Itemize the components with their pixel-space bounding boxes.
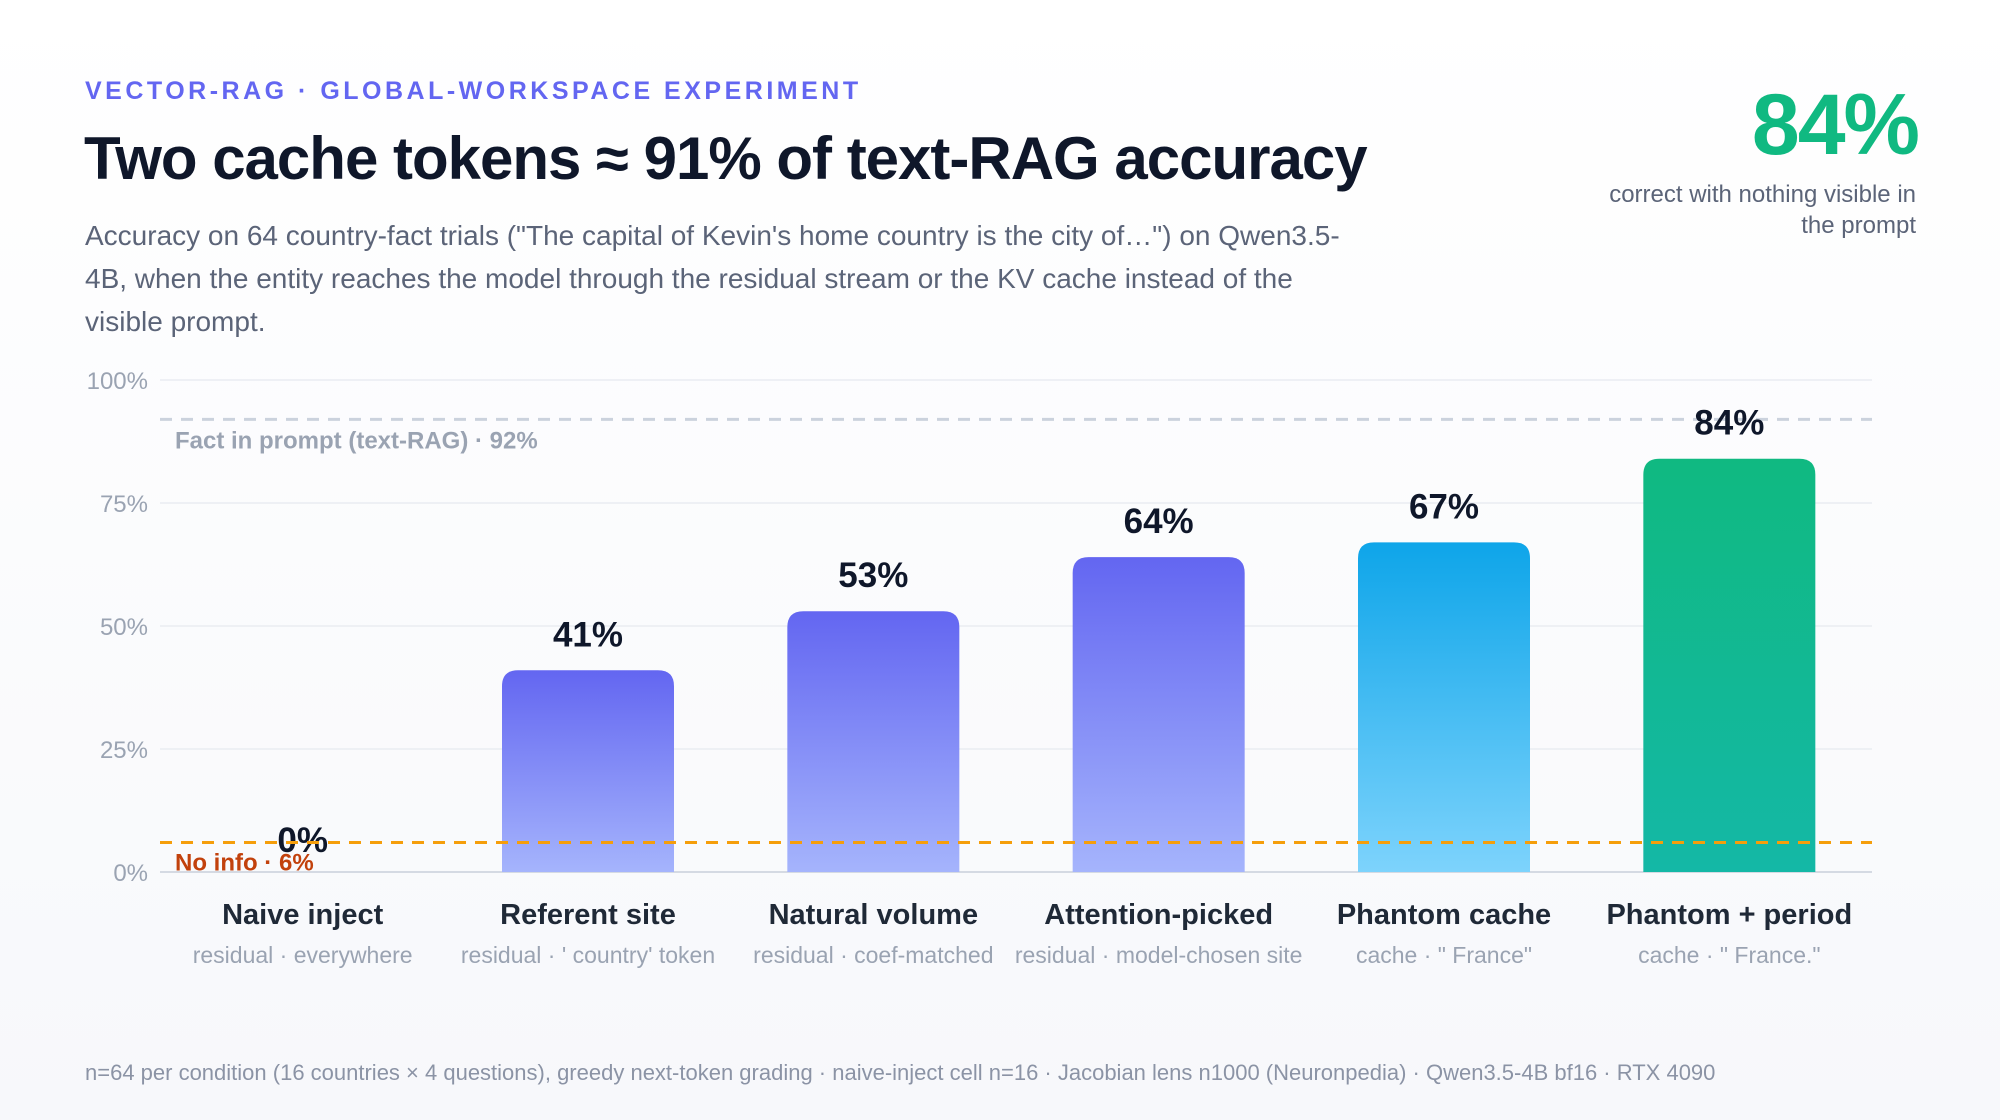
bar-chart: 0% 25% 50% 75% 100% Fact in prompt (text-RAG…	[87, 368, 1872, 968]
labels: 0% Naive inject residual · everywhere 41% Re…	[160, 404, 1872, 968]
eyebrow-label: VECTOR-RAG · GLOBAL-WORKSPACE EXPERIMENT	[85, 77, 862, 105]
category-sublabel: cache · " France"	[1356, 942, 1532, 968]
value-label: 64%	[1124, 502, 1194, 541]
value-label: 53%	[838, 556, 908, 595]
value-label: 67%	[1409, 487, 1479, 526]
category-label: Natural volume	[769, 899, 979, 931]
footnote: n=64 per condition (16 countries × 4 que…	[85, 1060, 1716, 1085]
category-sublabel: residual · ' country' token	[461, 942, 715, 968]
y-tick-label: 50%	[100, 614, 148, 641]
kpi-caption: correct with nothing visible in the prom…	[1609, 181, 1916, 239]
value-label: 0%	[277, 821, 328, 860]
reference-line-label: Fact in prompt (text-RAG) · 92%	[175, 427, 538, 454]
y-tick-label: 100%	[87, 368, 148, 395]
category-sublabel: residual · everywhere	[193, 942, 413, 968]
bar-attention-picked	[1072, 557, 1245, 872]
value-label: 41%	[553, 615, 623, 654]
bars	[502, 458, 1816, 872]
page-subtitle: Accuracy on 64 country-fact trials ("The…	[85, 220, 1340, 337]
category-label: Referent site	[500, 899, 676, 931]
category-sublabel: residual · model-chosen site	[1015, 942, 1303, 968]
bar-phantom-period	[1643, 458, 1816, 872]
grid-layer: 0% 25% 50% 75% 100%	[87, 368, 1872, 887]
y-tick-label: 75%	[100, 491, 148, 518]
category-label: Naive inject	[222, 899, 384, 931]
bar-phantom-cache	[1358, 542, 1530, 872]
y-tick-label: 0%	[113, 860, 148, 887]
y-tick-label: 25%	[100, 737, 148, 764]
value-label: 84%	[1694, 404, 1764, 443]
category-sublabel: cache · " France."	[1638, 942, 1821, 968]
category-label: Phantom + period	[1606, 899, 1852, 931]
kpi-value: 84%	[1751, 77, 1920, 173]
bar-natural-volume	[787, 611, 960, 872]
category-label: Phantom cache	[1337, 899, 1551, 931]
category-label: Attention-picked	[1044, 899, 1273, 931]
page-title: Two cache tokens ≈ 91% of text-RAG accur…	[84, 125, 1368, 192]
reference-lines: Fact in prompt (text-RAG) · 92%	[160, 417, 1872, 454]
category-sublabel: residual · coef-matched	[753, 942, 993, 968]
reference-line-label: No info · 6%	[175, 849, 314, 876]
bar-referent-site	[502, 670, 674, 872]
